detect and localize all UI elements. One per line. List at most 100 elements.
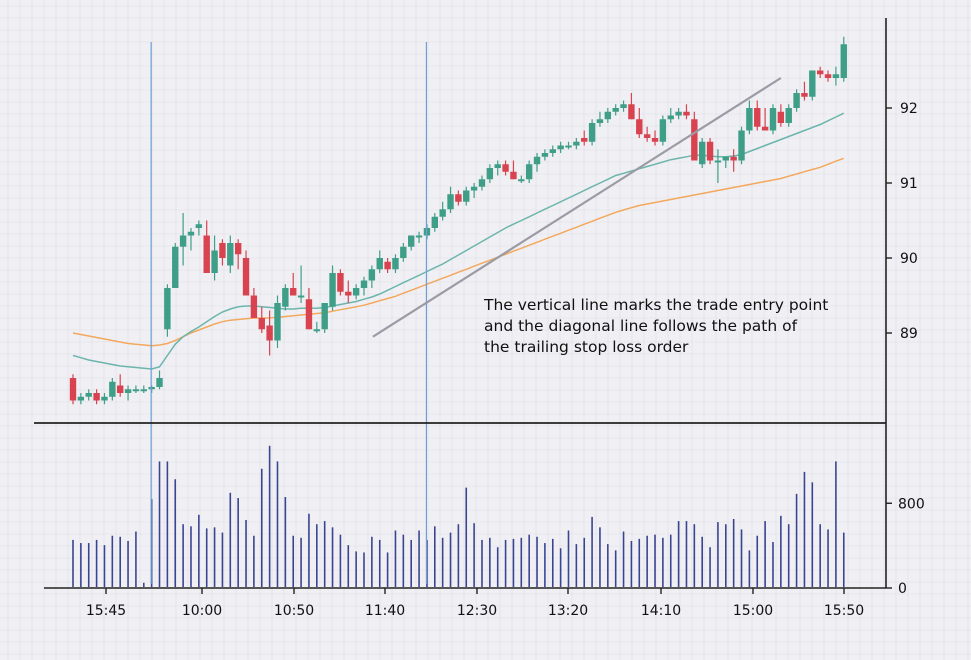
candle-body bbox=[132, 389, 140, 392]
candle-body bbox=[816, 70, 824, 75]
candle-body bbox=[109, 381, 116, 397]
candle-body bbox=[651, 138, 659, 142]
candle-body bbox=[801, 93, 808, 97]
candle-body bbox=[470, 186, 478, 191]
candle-body bbox=[541, 153, 549, 157]
x-tick-label: 15:00 bbox=[733, 603, 773, 619]
ma-slow-line bbox=[72, 157, 845, 347]
candle-body bbox=[557, 145, 564, 150]
candle-body bbox=[486, 168, 494, 180]
candle-body bbox=[258, 318, 265, 330]
candle-body bbox=[195, 224, 203, 228]
x-tick-label: 13:20 bbox=[548, 603, 588, 619]
candle-body bbox=[305, 299, 313, 330]
x-tick-label: 15:45 bbox=[86, 603, 126, 619]
candle-body bbox=[761, 126, 769, 131]
candle-body bbox=[203, 235, 210, 273]
candle-body bbox=[321, 303, 328, 330]
candle-body bbox=[376, 258, 383, 270]
candle-body bbox=[565, 145, 572, 148]
candle-body bbox=[691, 119, 698, 161]
y-tick-label: 92 bbox=[900, 101, 918, 117]
candle-body bbox=[840, 44, 847, 78]
candlesticks bbox=[69, 36, 847, 405]
candle-body bbox=[824, 74, 832, 78]
candle-body bbox=[699, 141, 706, 165]
candle-body bbox=[494, 164, 501, 168]
x-tick-label: 14:10 bbox=[641, 603, 681, 619]
candle-body bbox=[297, 295, 305, 298]
x-tick-label: 10:00 bbox=[182, 603, 222, 619]
candle-body bbox=[313, 329, 321, 332]
candle-body bbox=[227, 243, 234, 266]
candle-body bbox=[439, 209, 446, 217]
volume-bars bbox=[72, 445, 845, 587]
annotation-line: and the diagonal line follows the path o… bbox=[484, 317, 798, 335]
candle-body bbox=[832, 74, 840, 78]
candle-body bbox=[777, 111, 785, 123]
candle-body bbox=[384, 261, 391, 270]
candle-body bbox=[769, 108, 777, 131]
x-tick-label: 15:50 bbox=[824, 603, 864, 619]
candle-body bbox=[581, 138, 588, 142]
volume-tick-label: 0 bbox=[898, 581, 907, 597]
candle-body bbox=[242, 258, 250, 296]
candle-body bbox=[604, 111, 612, 120]
candle-body bbox=[431, 216, 438, 228]
candle-body bbox=[116, 385, 124, 393]
candle-body bbox=[85, 393, 92, 397]
candle-body bbox=[392, 258, 399, 270]
candle-body bbox=[738, 130, 745, 161]
x-tick-label: 11:40 bbox=[365, 603, 405, 619]
candle-body bbox=[525, 164, 533, 180]
candle-body bbox=[211, 250, 218, 273]
candle-body bbox=[628, 104, 635, 120]
candle-body bbox=[156, 378, 163, 387]
candle-body bbox=[643, 134, 651, 138]
candle-body bbox=[809, 70, 816, 97]
candle-body bbox=[722, 156, 729, 161]
candle-body bbox=[172, 246, 179, 288]
candle-body bbox=[447, 194, 454, 210]
candle-body bbox=[612, 108, 619, 112]
candle-body bbox=[785, 108, 792, 123]
candle-body bbox=[518, 179, 525, 182]
candle-body bbox=[746, 108, 753, 131]
candle-body bbox=[282, 288, 289, 307]
candle-body bbox=[250, 295, 258, 318]
candle-body bbox=[164, 288, 171, 330]
candle-body bbox=[620, 104, 627, 108]
candle-body bbox=[290, 288, 297, 296]
candle-body bbox=[77, 396, 85, 401]
candle-body bbox=[400, 246, 407, 258]
candle-body bbox=[463, 190, 470, 202]
ma-fast-line bbox=[72, 112, 845, 370]
candle-body bbox=[502, 164, 509, 172]
candle-body bbox=[793, 93, 800, 108]
candle-body bbox=[352, 288, 360, 296]
y-tick-label: 91 bbox=[900, 176, 918, 192]
candle-body bbox=[337, 273, 344, 292]
candle-body bbox=[415, 235, 423, 238]
axes: 89 90 91 92 0 800 15:45 10:00 10:50 11:40 12:30 13:… bbox=[34, 18, 925, 619]
y-tick-label: 90 bbox=[900, 251, 918, 267]
candle-body bbox=[101, 396, 108, 401]
annotation-line: The vertical line marks the trade entry … bbox=[483, 296, 828, 314]
annotation-line: the trailing stop loss order bbox=[484, 338, 689, 356]
candle-body bbox=[329, 273, 336, 307]
candle-body bbox=[407, 235, 415, 247]
candle-body bbox=[754, 108, 761, 127]
candle-body bbox=[675, 111, 682, 116]
candle-body bbox=[478, 179, 486, 187]
candle-body bbox=[455, 194, 462, 202]
candle-body bbox=[636, 119, 643, 135]
candle-body bbox=[368, 269, 376, 281]
candle-body bbox=[219, 243, 226, 258]
annotation: The vertical line marks the trade entry … bbox=[483, 296, 833, 356]
candle-body bbox=[596, 119, 604, 123]
y-tick-label: 89 bbox=[900, 326, 918, 342]
markers bbox=[150, 42, 782, 584]
candle-body bbox=[667, 115, 674, 120]
